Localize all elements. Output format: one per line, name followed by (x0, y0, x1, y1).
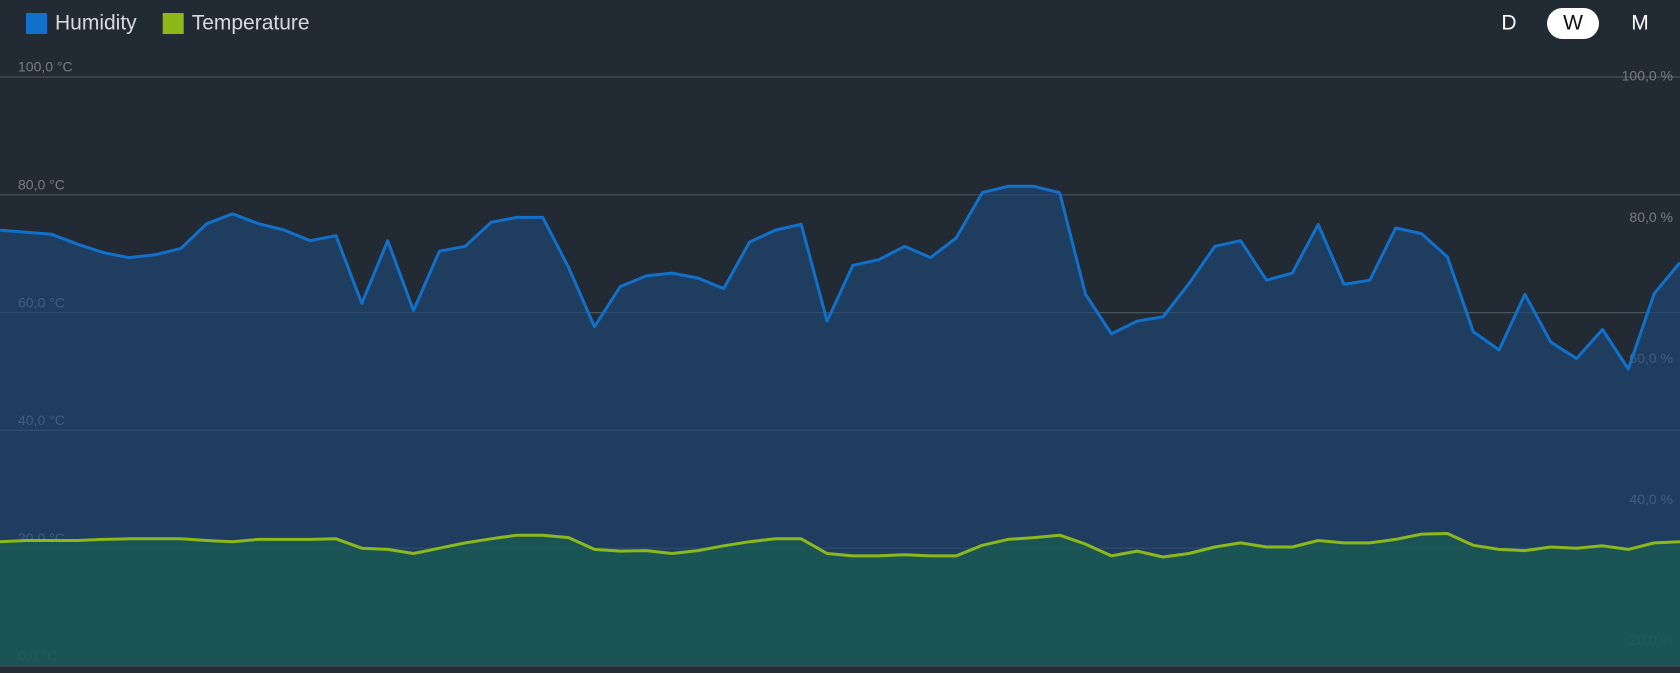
legend-label: Humidity (55, 12, 137, 35)
range-button[interactable]: D (1501, 12, 1516, 35)
series-line (0, 532, 1680, 559)
y2-tick-label: 80,0 % (1629, 209, 1673, 225)
area-fill (0, 533, 1680, 666)
y-tick-label: 80,0 °C (18, 177, 65, 193)
range-button[interactable]: M (1631, 12, 1649, 35)
legend-swatch (26, 13, 47, 34)
series-line (0, 184, 1680, 371)
range-button-bg[interactable] (1547, 8, 1599, 39)
y-tick-label: 100,0 °C (18, 59, 73, 75)
legend-label: Temperature (192, 12, 310, 35)
y2-tick-label: 100,0 % (1622, 68, 1673, 84)
range-button[interactable]: W (1563, 12, 1583, 35)
legend-swatch (162, 13, 184, 34)
